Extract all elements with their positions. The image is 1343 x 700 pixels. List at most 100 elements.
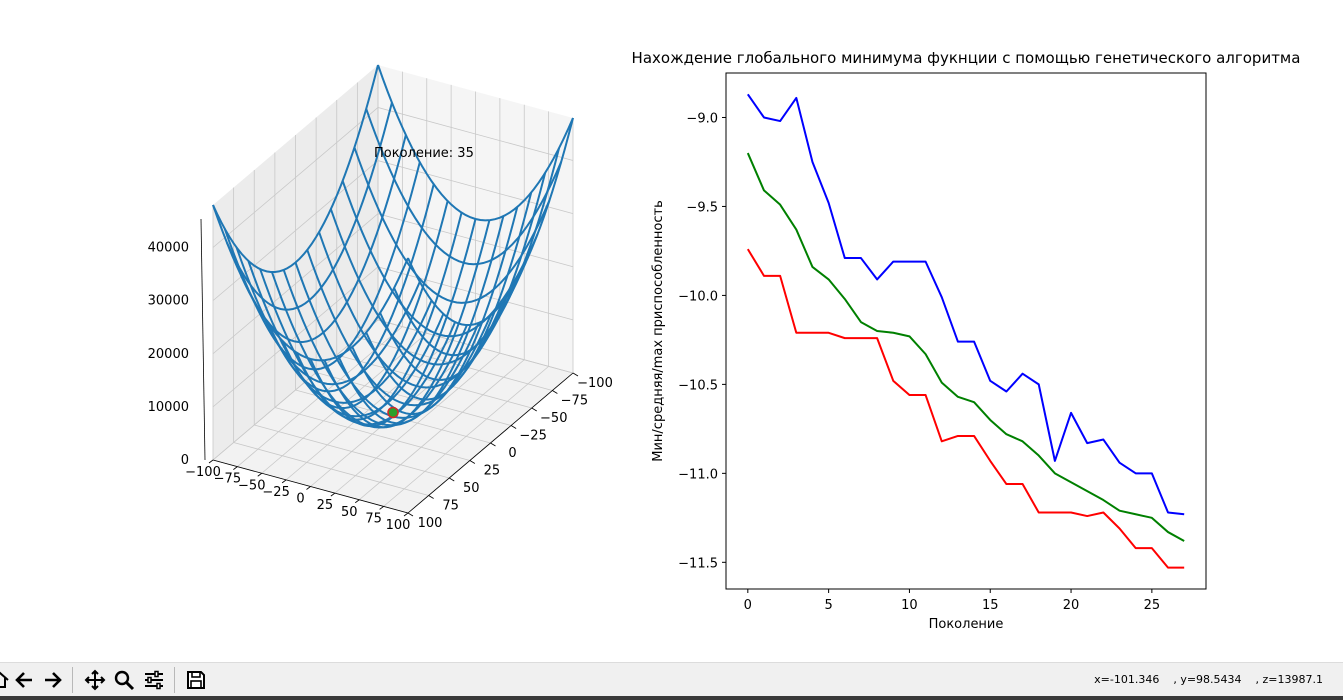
surface-col	[235, 247, 433, 404]
toolbar-separator	[72, 667, 73, 693]
subplots-icon	[145, 670, 163, 690]
grid-line	[334, 352, 501, 494]
save-icon	[187, 671, 205, 689]
y-tick-label: −50	[540, 411, 567, 426]
fitness-line-chart: 0 5 10 15 20 25 −9.0 −9.5 −10.0 −10.5 −11.0 −11.5 Н…	[632, 49, 1301, 632]
y-tick-label: −25	[519, 429, 546, 444]
x-tick	[330, 492, 336, 497]
z-tick-label: 40000	[148, 241, 189, 256]
z-tick-label: 10000	[148, 400, 189, 415]
cursor-coordinates: x=-101.346 , y=98.5434 , z=13987.1	[1094, 673, 1323, 686]
grid-line	[212, 319, 574, 461]
subplots-button[interactable]	[141, 667, 167, 693]
y-tick-label: 25	[484, 464, 501, 479]
y-tick-label: −10.5	[678, 378, 718, 393]
chart-title: Нахождение глобального минимума фукнции …	[632, 49, 1301, 67]
x-tick-label: 20	[1063, 598, 1080, 613]
home-icon	[0, 671, 9, 688]
surface-3d-plot: −100−75−50−25 0 25 50 75 100−100−75−50−250255…	[148, 64, 613, 534]
y-tick-label: 100	[418, 516, 443, 531]
z-tick-label: 0	[181, 453, 189, 468]
grid-line	[358, 359, 525, 501]
grid-line	[212, 107, 574, 248]
x-tick-label: −25	[262, 485, 289, 500]
z-tick-label: 20000	[148, 347, 189, 362]
z-tick-label: 30000	[148, 294, 189, 309]
surface-col	[282, 269, 480, 427]
pan-icon	[84, 669, 106, 691]
x-axis-label: Поколение	[929, 617, 1004, 632]
y-tick	[428, 495, 434, 499]
y-tick-label: −11.5	[678, 556, 718, 571]
surface-col	[270, 271, 468, 429]
best-individual-point	[387, 406, 399, 419]
z-axis-line	[200, 218, 206, 461]
x-tick-label: 50	[341, 505, 358, 520]
y-tick	[531, 407, 537, 412]
zoom-button[interactable]	[111, 667, 137, 693]
grid-line	[212, 160, 574, 301]
axes-3d-ticks: −100−75−50−25 0 25 50 75 100−100−75−50−250255…	[148, 241, 613, 534]
x-tick-label: 0	[744, 598, 752, 613]
y-tick-label: −75	[561, 394, 588, 409]
x-tick-label: 25	[317, 498, 334, 513]
y-tick-label: −10.0	[678, 289, 718, 304]
plot-frame	[725, 72, 1207, 590]
x-tick-label: 75	[365, 511, 382, 526]
x-tick-label: −75	[214, 472, 241, 487]
figure-canvas[interactable]: −100−75−50−25 0 25 50 75 100−100−75−50−250255…	[0, 0, 1343, 662]
surface-row	[351, 206, 519, 415]
x-tick	[281, 479, 287, 484]
y-axis-label: Мин/средняя/max приспособленность	[651, 200, 666, 461]
x-tick	[306, 486, 311, 490]
y-tick-label: −100	[577, 376, 613, 391]
surface-row	[337, 215, 505, 425]
surface-col	[212, 204, 409, 362]
grid-line	[274, 407, 470, 461]
save-button[interactable]	[183, 667, 209, 693]
y-tick	[469, 460, 476, 464]
navigation-toolbar: x=-101.346 , y=98.5434 , z=13987.1	[0, 662, 1343, 697]
x-tick	[233, 466, 238, 470]
y-tick-label: −9.0	[686, 111, 718, 126]
home-button[interactable]	[0, 667, 13, 693]
axis-ticks: 0 5 10 15 20 25 −9.0 −9.5 −10.0 −10.5 −11.0 −11.5	[678, 111, 1160, 613]
y-tick	[490, 442, 496, 447]
y-tick-label: 75	[442, 499, 459, 514]
series-lines	[746, 93, 1185, 569]
grid-line	[383, 366, 549, 507]
surface-row	[365, 192, 533, 401]
y-tick	[572, 372, 579, 377]
back-arrow-icon	[15, 672, 32, 688]
forward-button[interactable]	[40, 667, 66, 693]
surface-wireframe	[212, 64, 574, 429]
x-tick	[208, 459, 214, 464]
back-button[interactable]	[11, 667, 37, 693]
forward-arrow-icon	[45, 672, 62, 688]
y-tick	[407, 512, 414, 517]
grid-line	[254, 424, 450, 479]
x-tick-label: −100	[185, 465, 221, 480]
y-tick	[552, 390, 558, 394]
x-tick	[257, 472, 262, 477]
pan-button[interactable]	[82, 667, 108, 693]
generation-annotation: Поколение: 35	[374, 146, 474, 161]
surface-row	[407, 117, 574, 327]
toolbar-separator	[174, 667, 175, 693]
x-tick-label: 25	[1144, 598, 1161, 613]
x-tick-label: 10	[901, 598, 918, 613]
grid-line	[233, 442, 429, 496]
series-line	[746, 152, 1185, 542]
x-tick-label: 5	[824, 598, 832, 613]
y-tick-label: 0	[508, 446, 516, 461]
y-tick-label: 50	[463, 481, 480, 496]
x-tick-label: 100	[386, 518, 411, 533]
x-tick-label: −50	[238, 478, 265, 493]
x-tick	[403, 512, 409, 517]
y-tick	[449, 477, 455, 482]
y-tick	[510, 425, 517, 429]
series-line	[746, 248, 1185, 569]
y-tick-label: −11.0	[678, 467, 718, 482]
window-bottom-edge	[0, 696, 1343, 700]
x-tick-label: 0	[296, 492, 304, 507]
